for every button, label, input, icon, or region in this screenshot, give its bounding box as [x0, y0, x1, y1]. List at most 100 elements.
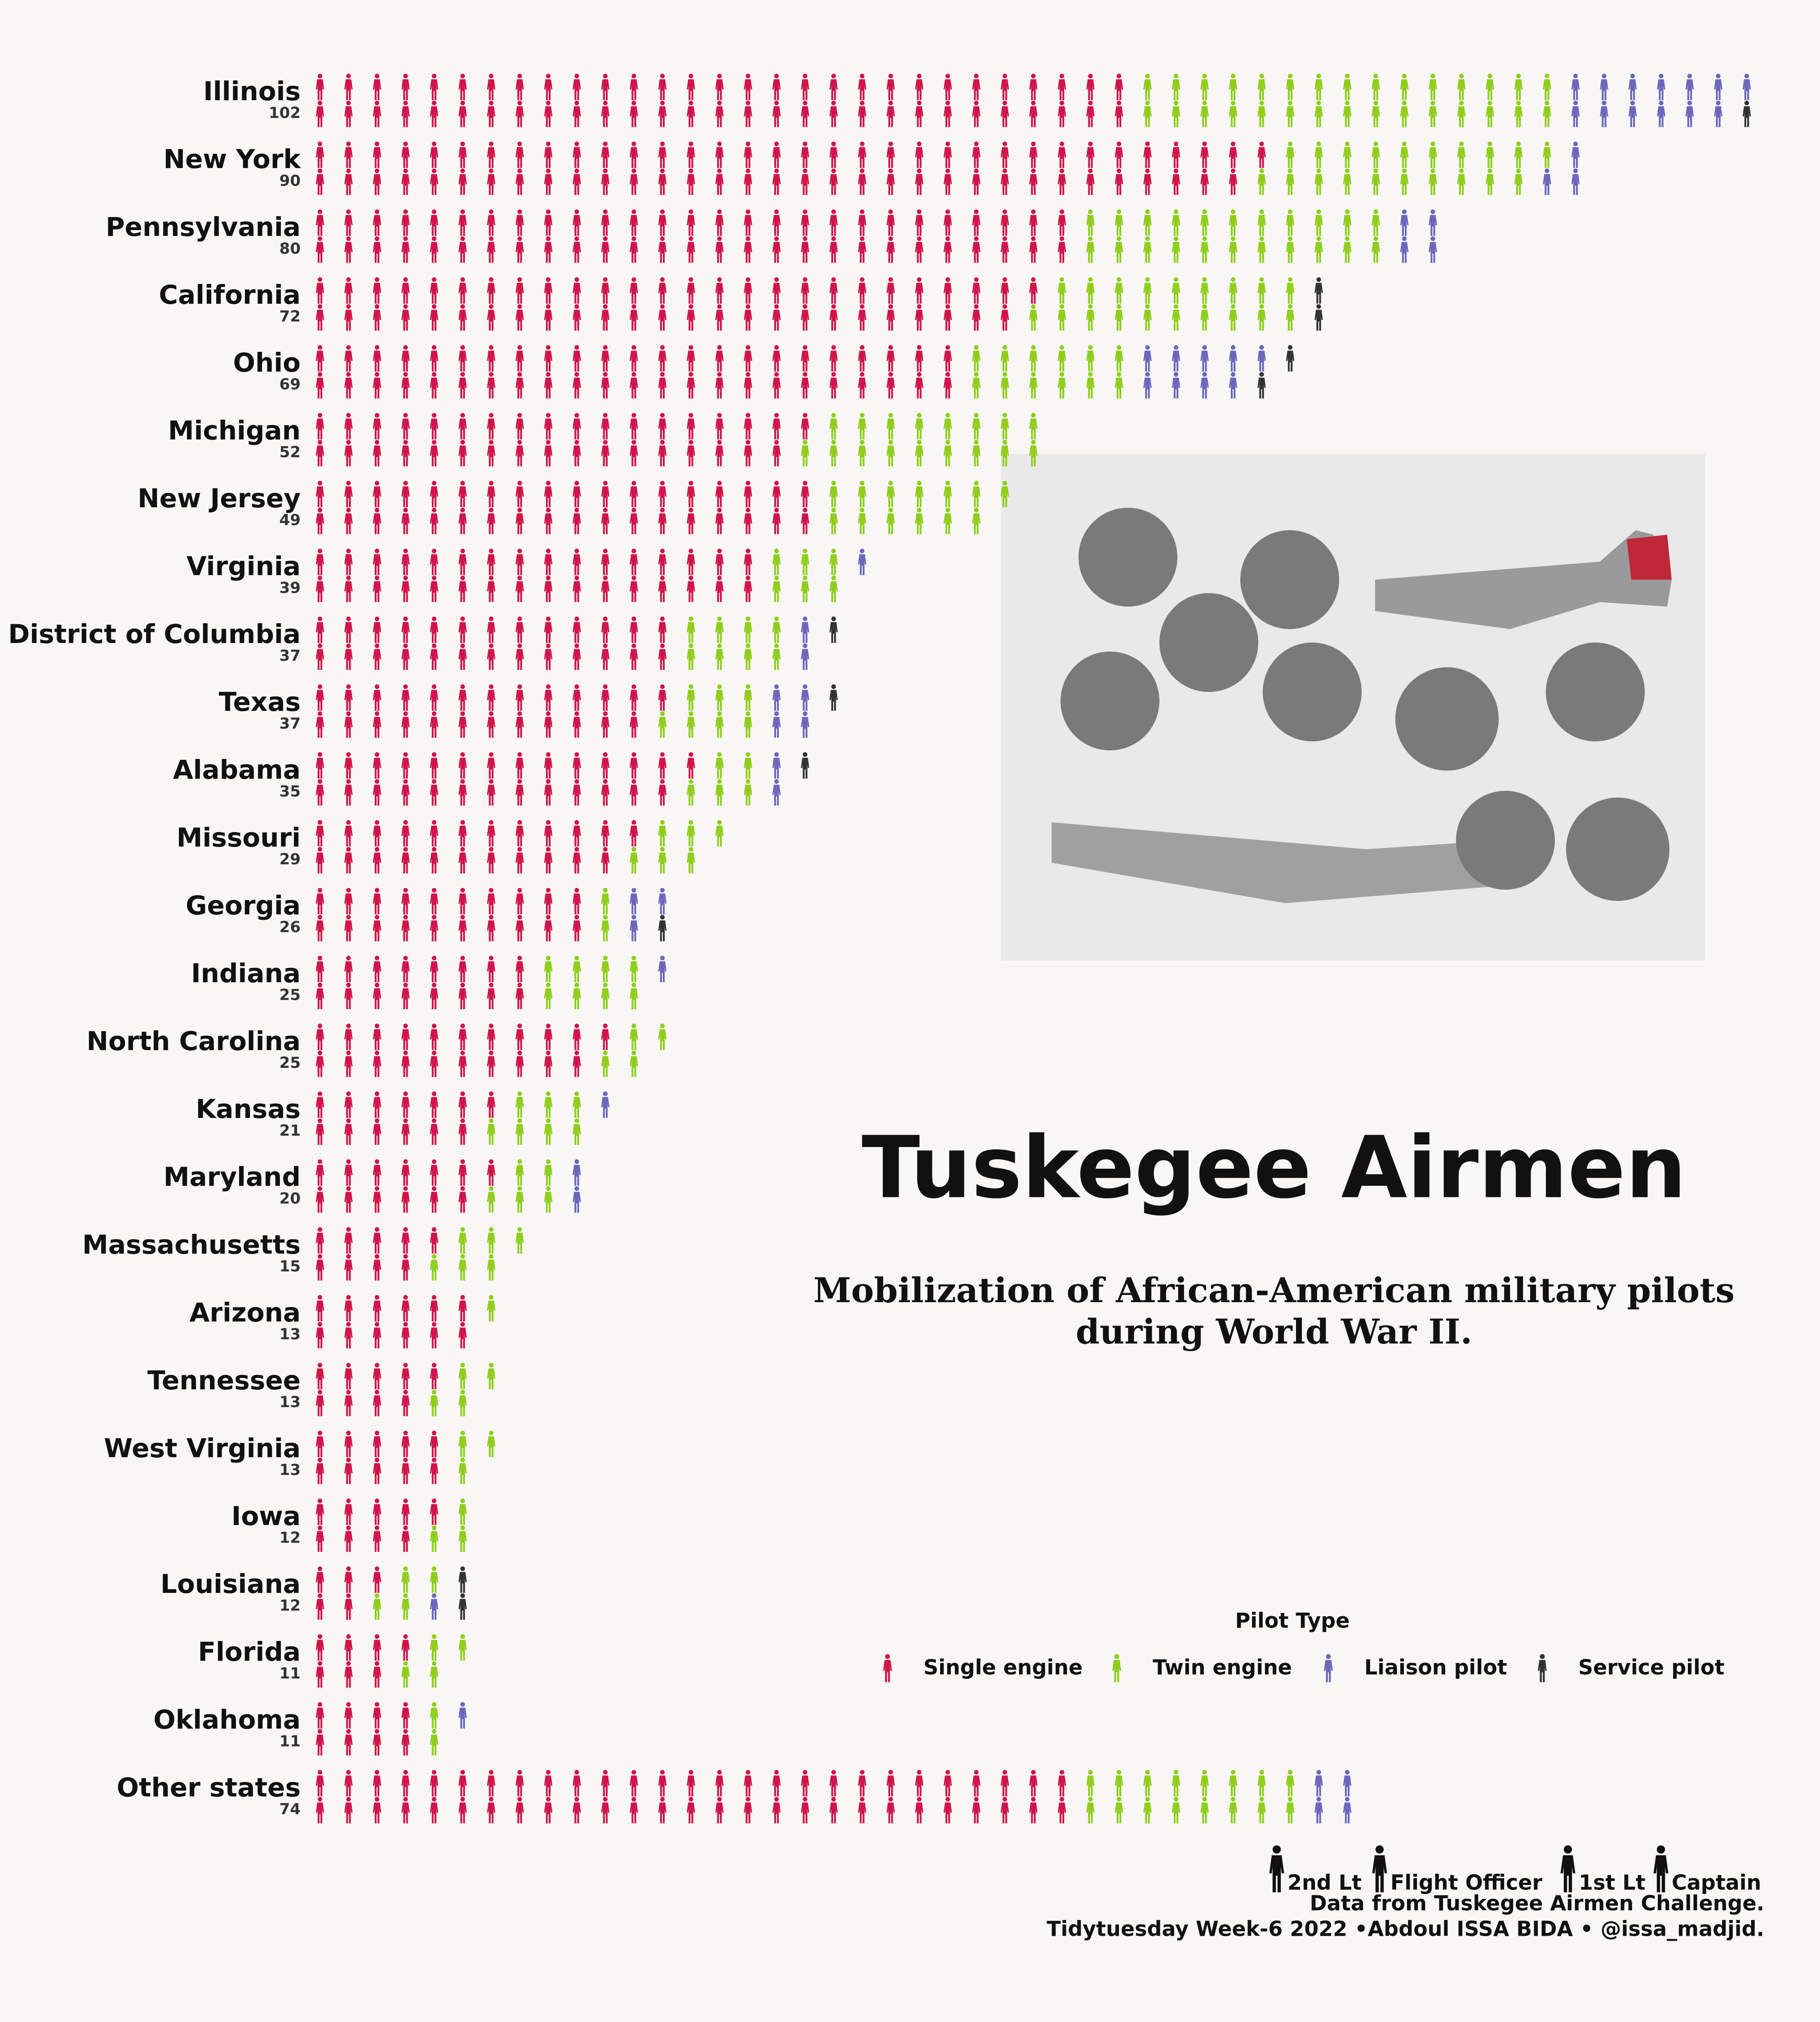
pilot-icon [715, 643, 724, 670]
pilot-icon [630, 684, 638, 711]
pilot-icon [315, 1091, 324, 1118]
photo [1001, 454, 1705, 961]
segment [687, 752, 752, 806]
pilot-icon [858, 168, 866, 195]
pilot-icon [801, 209, 809, 236]
segment [829, 684, 838, 711]
pilot-icon [715, 1797, 724, 1823]
pilot-icon [1200, 101, 1209, 127]
pilot-icon [315, 616, 324, 643]
pilot-icon [715, 549, 724, 575]
pilot-icon [801, 711, 809, 738]
pilot-icon [315, 888, 324, 914]
pilot-icon [344, 983, 353, 1009]
pilot-icon [573, 440, 581, 466]
pilot-icon [1372, 142, 1380, 168]
pilot-icon [630, 983, 638, 1009]
pilot-icon [1200, 304, 1209, 331]
pilot-icon [601, 888, 610, 914]
pilot-icon [487, 236, 496, 263]
pilot-icon [344, 752, 353, 779]
pilot-icon [487, 74, 496, 100]
pilot-icon [1314, 142, 1323, 168]
state-label: West Virginia [104, 1433, 301, 1463]
segment [315, 616, 667, 670]
pilot-icon [1114, 142, 1123, 168]
subtitle: during World War II. [1076, 1312, 1473, 1352]
pilot-icon [687, 508, 695, 534]
pilot-icon [401, 1051, 410, 1077]
pilot-icon [658, 1797, 667, 1823]
pilot-icon [915, 1770, 923, 1796]
pilot-icon [1229, 236, 1238, 263]
pilot-icon [315, 1661, 324, 1688]
pilot-icon [943, 74, 952, 100]
pilot-icon [373, 1322, 382, 1348]
segment [829, 481, 1009, 534]
pilot-icon [886, 413, 895, 439]
pilot-icon [858, 142, 866, 168]
pilot-icon [744, 413, 752, 439]
pilot-icon [630, 576, 638, 602]
pilot-icon [1685, 74, 1694, 100]
pilot-icon [573, 847, 581, 874]
pilot-icon [1143, 1770, 1152, 1796]
pilot-icon [886, 1770, 895, 1796]
pilot-icon [687, 847, 695, 874]
pilot-icon [1029, 277, 1038, 304]
pilot-icon [1314, 209, 1323, 236]
pilot-icon [458, 508, 467, 534]
pilot-icon [487, 1024, 496, 1050]
pilot-icon [1286, 304, 1295, 331]
pilot-icon [487, 481, 496, 507]
pilot-icon [487, 616, 496, 643]
pilot-icon [344, 1227, 353, 1254]
pilot-icon [1257, 372, 1266, 399]
pilot-icon [858, 1770, 866, 1796]
pilot-icon [687, 820, 695, 847]
pilot-icon [1029, 209, 1038, 236]
pilot-icon [772, 413, 781, 439]
pilot-icon [544, 168, 553, 195]
pilot-icon [373, 277, 382, 304]
pilot-icon [573, 1091, 581, 1118]
pilot-icon [344, 440, 353, 466]
pilot-icon [430, 643, 439, 670]
segment [315, 1024, 610, 1077]
pilot-icon [1172, 345, 1181, 372]
pilot-icon [744, 345, 752, 372]
pilot-icon [1057, 236, 1066, 263]
pilot-icon [573, 711, 581, 738]
pilot-icon [1486, 142, 1494, 168]
pilot-icon [430, 1593, 439, 1620]
pilot-icon [458, 1797, 467, 1823]
pilot-icon [772, 74, 781, 100]
pilot-icon [573, 345, 581, 372]
pilot-icon [630, 549, 638, 575]
state-label: Michigan [168, 415, 301, 446]
rank-label: 1st Lt [1579, 1871, 1646, 1895]
segment [1086, 1770, 1295, 1823]
pilot-icon [658, 168, 667, 195]
pilot-icon [487, 168, 496, 195]
pilot-icon [829, 684, 838, 711]
pilot-icon [458, 1295, 467, 1321]
segment [315, 209, 1066, 263]
pilot-icon [344, 1661, 353, 1688]
pilot-icon [858, 236, 866, 263]
pilot-icon [430, 1729, 439, 1756]
pilot-icon [915, 236, 923, 263]
pilot-icon [886, 372, 895, 399]
pilot-icon [715, 345, 724, 372]
pilot-icon [315, 576, 324, 602]
pilot-icon [715, 684, 724, 711]
segment [315, 1634, 410, 1688]
pilot-icon [544, 643, 553, 670]
state-label: Georgia [186, 890, 301, 921]
pilot-icon [573, 277, 581, 304]
pilot-icon [315, 277, 324, 304]
pilot-icon [1086, 1797, 1095, 1823]
pilot-icon [744, 277, 752, 304]
total-label: 21 [280, 1122, 301, 1140]
pilot-icon [801, 413, 809, 439]
